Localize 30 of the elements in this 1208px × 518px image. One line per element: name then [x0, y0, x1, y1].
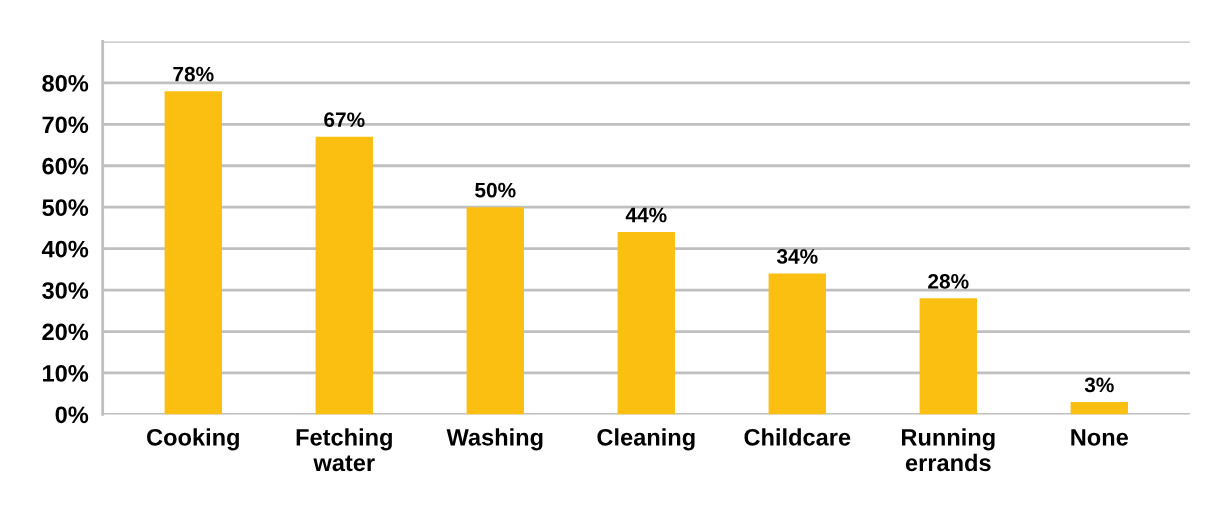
- y-tick-label: 30%: [42, 282, 89, 299]
- data-label: 28%: [928, 273, 969, 289]
- y-tick-label: 0%: [55, 406, 89, 424]
- bar: [315, 136, 373, 415]
- bar: [617, 232, 675, 415]
- bar: [919, 298, 977, 415]
- data-label: 50%: [475, 182, 516, 198]
- bar: [466, 207, 524, 415]
- x-tick-label: Cleaning: [597, 428, 695, 451]
- x-tick-label: Fetching water: [296, 428, 392, 472]
- y-tick-label: 60%: [42, 157, 89, 175]
- bar: [164, 91, 222, 415]
- x-tick-label: Childcare: [744, 428, 851, 446]
- y-tick-label: 50%: [42, 199, 89, 216]
- bar: [1070, 401, 1128, 415]
- y-tick-label: 10%: [43, 365, 89, 382]
- data-label: 78%: [173, 66, 214, 82]
- y-tick-label: 20%: [42, 323, 89, 341]
- x-tick-label: Washing: [446, 428, 543, 451]
- y-tick-label: 40%: [41, 240, 89, 258]
- data-label: 67%: [324, 112, 365, 128]
- x-tick-label: Cooking: [147, 428, 239, 451]
- x-tick-label: None: [1071, 429, 1128, 446]
- x-tick-label: Running errands: [902, 428, 995, 472]
- bar: [768, 273, 826, 415]
- y-tick-label: 70%: [42, 116, 89, 134]
- data-label: 34%: [776, 249, 818, 264]
- data-label: 3%: [1084, 377, 1114, 393]
- y-tick-label: 80%: [42, 74, 89, 92]
- data-label: 44%: [625, 207, 667, 223]
